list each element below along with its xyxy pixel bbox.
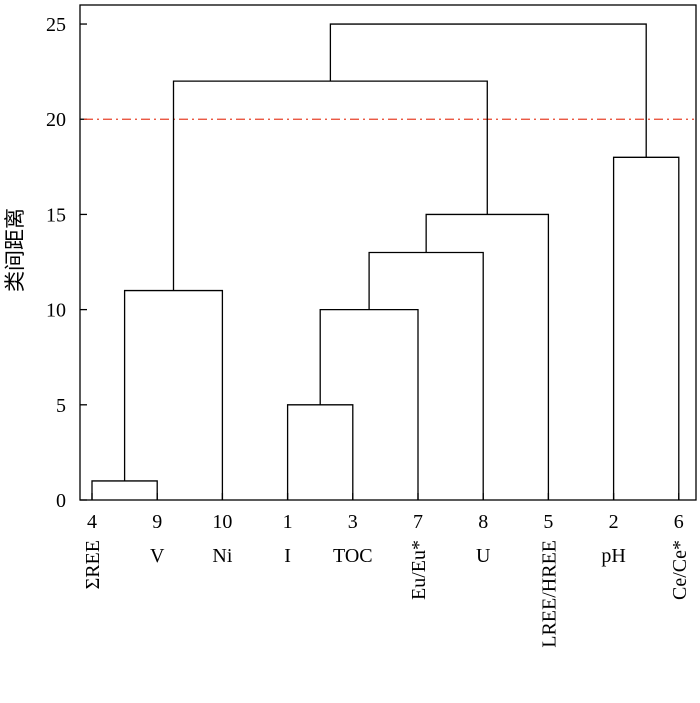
leaf-id-label: 5 <box>543 511 553 533</box>
leaf-name-label: LREE/HREE <box>538 540 560 648</box>
leaf-name-label: I <box>284 545 291 567</box>
leaf-id-label: 1 <box>283 511 293 533</box>
leaf-id-label: 7 <box>413 511 423 533</box>
leaf-id-label: 6 <box>674 511 684 533</box>
y-tick-label: 0 <box>56 490 66 512</box>
leaf-name-label: Eu/Eu* <box>408 540 430 600</box>
merge-link-m5 <box>368 251 484 500</box>
merge-link-m9 <box>329 23 647 158</box>
leaf-id-label: 8 <box>478 511 488 533</box>
leaf-id-label: 2 <box>609 511 619 533</box>
leaf-name-label: Ni <box>212 545 232 567</box>
y-tick-label: 10 <box>46 300 66 322</box>
merge-link-m1 <box>91 480 158 500</box>
plot-frame <box>79 4 697 501</box>
leaf-name-label: ΣREE <box>82 540 104 589</box>
merge-link-m6 <box>425 213 550 500</box>
y-tick-label: 25 <box>46 14 66 36</box>
leaf-id-ticks: 4 9 10 1 3 7 8 5 2 6 <box>87 493 684 533</box>
leaf-name-label: pH <box>601 545 625 567</box>
merge-link-m3 <box>286 404 354 500</box>
leaf-id-label: 4 <box>87 511 97 533</box>
plot-border <box>79 4 697 501</box>
leaf-id-label: 3 <box>348 511 358 533</box>
dendrogram-links <box>91 23 680 500</box>
leaf-name-label: V <box>150 545 165 567</box>
leaf-name-label: Ce/Ce* <box>669 540 691 600</box>
y-tick-label: 5 <box>56 395 66 417</box>
y-tick-label: 20 <box>46 109 66 131</box>
merge-link-m8 <box>172 80 488 291</box>
leaf-id-label: 9 <box>152 511 162 533</box>
y-axis-label: 类间距离 <box>3 208 27 292</box>
leaf-name-label: U <box>476 545 491 567</box>
merge-link-m2 <box>123 289 224 500</box>
leaf-id-label: 10 <box>212 511 232 533</box>
leaf-name-label: TOC <box>333 545 373 567</box>
y-axis: 0 5 10 15 20 25 <box>46 14 87 512</box>
merge-link-m7 <box>612 156 680 500</box>
leaf-name-labels: ΣREE V Ni I TOC Eu/Eu* U LREE/HREE pH Ce/Ce* <box>82 540 691 648</box>
y-tick-label: 15 <box>46 204 66 226</box>
